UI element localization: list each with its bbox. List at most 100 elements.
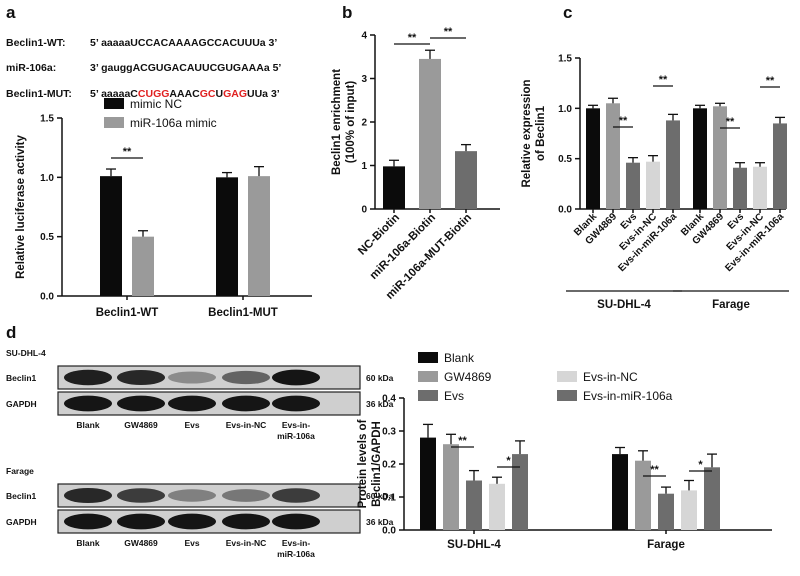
legend-swatch [418, 390, 438, 401]
sequence-segment: 5’ aaaaaC [90, 88, 138, 100]
blot-band [117, 513, 165, 530]
sequence-segment: AAAC [169, 88, 200, 100]
blot-lane-label-line: Evs-in- [282, 420, 311, 430]
blot-lane-label: GW4869 [124, 420, 158, 430]
blot-band [272, 513, 320, 530]
sequence-segment: GAG [223, 88, 247, 100]
chart-d-bar [489, 483, 505, 530]
blot-lane-label: Evs [184, 538, 199, 548]
chart-d-y-tick-label: 0.3 [382, 427, 396, 438]
chart-c-y-tick-label: 0.5 [558, 154, 572, 165]
chart-c-ylabel: of Beclin1 [535, 105, 547, 161]
sequence-text: 5’ aaaaaUCCACAAAAGCCACUUUa 3’ [90, 37, 277, 49]
chart-b-x-tick-label: miR-106a-Biotin [368, 212, 438, 282]
chart-c-significance: ** [766, 75, 775, 87]
legend-swatch [418, 371, 438, 382]
chart-c-group-label: Farage [712, 299, 750, 311]
chart-c-bar [586, 108, 600, 209]
chart-d-significance: ** [650, 464, 659, 476]
chart-a-bar [132, 236, 154, 296]
blot-band [64, 395, 112, 412]
chart-d-y-tick-label: 0.4 [382, 394, 396, 405]
panel-label: d [6, 323, 16, 342]
blot-lane-label-line: Evs [184, 420, 199, 430]
chart-b-y-tick-label: 2 [361, 118, 367, 129]
blot-band [168, 513, 216, 530]
legend-swatch [557, 390, 577, 401]
chart-c-significance: ** [659, 74, 668, 86]
sequence-segment: UUa 3’ [247, 88, 280, 100]
sequence-segment: GC [200, 88, 216, 100]
chart-c-y-tick-label: 1.0 [558, 104, 572, 115]
blot-band-label: GAPDH [6, 399, 37, 409]
blot-band [272, 395, 320, 412]
chart-a-bar [216, 177, 238, 296]
blot-lane-label-line: Evs-in-NC [226, 538, 267, 548]
blot-band-label: GAPDH [6, 517, 37, 527]
chart-a-y-tick-label: 0.5 [40, 232, 54, 243]
chart-c-significance: ** [726, 116, 735, 128]
chart-c-bar [713, 106, 727, 209]
blot-band [64, 487, 112, 504]
sequence-segment: U [216, 88, 224, 100]
chart-a-bar [100, 176, 122, 296]
chart-a-bar [248, 176, 270, 296]
blot-lane-label-line: miR-106a [277, 549, 315, 559]
chart-d-y-tick-label: 0.1 [382, 493, 396, 504]
chart-d-significance: * [506, 455, 511, 467]
chart-d-bar [512, 454, 528, 530]
blot-lane-label-line: Evs-in- [282, 538, 311, 548]
chart-a-y-tick-label: 0.0 [40, 292, 54, 303]
chart-c-bar [646, 161, 660, 209]
chart-c-significance: ** [619, 115, 628, 127]
blot-band [117, 488, 165, 503]
legend-swatch [418, 352, 438, 363]
chart-b-significance: ** [408, 32, 417, 44]
chart-c-bar [733, 167, 747, 209]
chart-a-x-tick-label: Beclin1-MUT [208, 307, 278, 319]
chart-d-bar [443, 444, 459, 530]
chart-c-y-tick-label: 1.5 [558, 54, 572, 65]
blot-lane-label: Blank [76, 538, 99, 548]
chart-b-bar [383, 166, 405, 209]
panel-label: a [6, 3, 16, 22]
panel-label: c [563, 3, 572, 22]
sequence-label: Beclin1-WT: [6, 37, 66, 49]
chart-d-x-tick-label: SU-DHL-4 [447, 539, 501, 551]
legend-swatch [104, 117, 124, 128]
blot-band [168, 489, 216, 502]
chart-c-bar [626, 162, 640, 209]
blot-band [222, 489, 270, 502]
blot-band-label: Beclin1 [6, 373, 37, 383]
chart-d-ylabel: Protein levels of [357, 419, 369, 508]
chart-c-y-tick-label: 0.0 [558, 205, 572, 216]
chart-a-x-tick-label: Beclin1-WT [96, 307, 159, 319]
blot-band [272, 369, 320, 386]
blot-lane-label-line: Blank [76, 538, 99, 548]
chart-b-bar [455, 151, 477, 209]
sequence-label: Beclin1-MUT: [6, 88, 72, 100]
chart-a-y-tick-label: 1.0 [40, 173, 54, 184]
chart-a-y-tick-label: 1.5 [40, 114, 54, 125]
blot-band [222, 370, 270, 385]
blot-band [168, 371, 216, 384]
chart-c-group-label: SU-DHL-4 [597, 299, 651, 311]
blot-band [117, 369, 165, 386]
blot-lane-label-line: Evs-in-NC [226, 420, 267, 430]
sequence-segment: 5’ aaaaaUCCACAAAAGCCACUUUa 3’ [90, 37, 277, 49]
blot-lane-label: Blank [76, 420, 99, 430]
chart-c-bar [606, 103, 620, 209]
chart-d-significance: * [698, 459, 703, 471]
blot-size-label: 36 kDa [366, 399, 394, 409]
legend-swatch [557, 371, 577, 382]
legend-label: Evs-in-miR-106a [583, 389, 673, 403]
chart-d-bar [635, 460, 651, 530]
legend-swatch [104, 98, 124, 109]
chart-b-significance: ** [444, 26, 453, 38]
blot-lane-label: GW4869 [124, 538, 158, 548]
blot-lane-label: Evs-in-miR-106a [277, 420, 315, 441]
chart-c-bar [773, 123, 787, 209]
chart-b-y-tick-label: 1 [361, 161, 367, 172]
